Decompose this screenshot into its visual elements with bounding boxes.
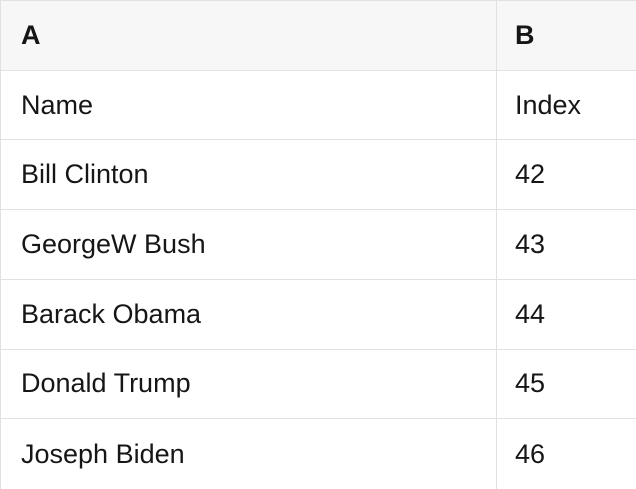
cell-name-header[interactable]: Name <box>1 70 497 140</box>
table-row: Donald Trump 45 <box>1 349 636 420</box>
cell-name[interactable]: GeorgeW Bush <box>1 210 497 279</box>
cell-index-header[interactable]: Index <box>515 89 582 120</box>
cell-name[interactable]: Donald Trump <box>1 349 497 419</box>
table-row: Bill Clinton 42 <box>1 140 636 211</box>
column-header-row: A B <box>1 1 636 71</box>
cell-name[interactable]: Bill Clinton <box>1 140 497 210</box>
cell-index[interactable]: 45 <box>515 368 546 399</box>
cell-name[interactable]: Barack Obama <box>1 279 497 349</box>
cell-name[interactable]: Joseph Biden <box>1 419 497 489</box>
cell-index[interactable]: 42 <box>515 159 546 190</box>
table-row: Name Index <box>1 70 636 141</box>
cell-index[interactable]: 43 <box>515 228 546 259</box>
cell-index[interactable]: 46 <box>515 438 546 469</box>
cell-index[interactable]: 44 <box>515 298 546 329</box>
table-row: Barack Obama 44 <box>1 279 636 350</box>
table-row: Joseph Biden 46 <box>1 419 636 489</box>
column-header-b[interactable]: B <box>515 19 535 50</box>
table-row: GeorgeW Bush 43 <box>1 210 636 280</box>
column-header-a[interactable]: A <box>1 1 497 70</box>
